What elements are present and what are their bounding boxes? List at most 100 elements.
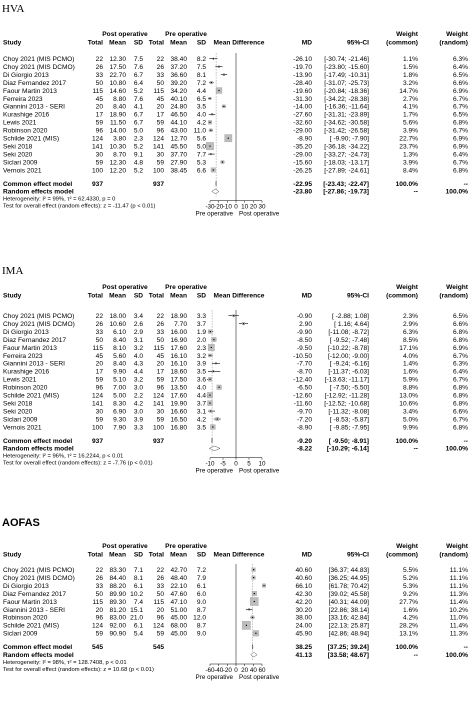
- header-pre-operative: Pre operative: [165, 543, 207, 550]
- random-effects-label: Random effects model: [3, 189, 74, 196]
- pre-total: 115: [153, 599, 164, 606]
- md-value: -19.70: [293, 64, 312, 71]
- study-name: Di Giorgio 2013: [3, 72, 49, 79]
- weight-common: 1.1%: [403, 56, 418, 63]
- post-total: 17: [96, 112, 104, 119]
- md-value: -8.90: [297, 136, 312, 143]
- weight-random: 11.4%: [450, 623, 468, 630]
- weight-common: 17.1%: [399, 345, 418, 352]
- post-total: 59: [96, 416, 104, 423]
- md-value: -19.60: [293, 88, 312, 95]
- pre-total: 30: [157, 151, 165, 158]
- header-post-operative: Post operative: [102, 543, 148, 550]
- post-total: 50: [96, 337, 104, 344]
- post-total: 100: [92, 167, 103, 174]
- study-name: Vernois 2021: [3, 167, 42, 174]
- md-value: 40.60: [295, 575, 312, 582]
- ci-value: [-31.31; -23.89]: [324, 112, 369, 119]
- md-value: -31.30: [293, 96, 312, 103]
- header-common: (common): [386, 293, 418, 300]
- study-point: [251, 616, 254, 618]
- pre-mean: 22.10: [170, 583, 187, 590]
- md-value: -32.60: [293, 120, 312, 127]
- post-mean: 6.90: [113, 408, 126, 415]
- md-value: -7.20: [297, 416, 312, 423]
- study-name: Kurashige 2016: [3, 369, 50, 376]
- study-point: [216, 418, 218, 420]
- ci-value: [39.02; 45.58]: [329, 591, 369, 598]
- md-value: -29.00: [293, 151, 312, 158]
- study-name: Robinson 2020: [3, 385, 48, 392]
- study-point: [210, 129, 212, 131]
- study-point: [209, 97, 211, 100]
- common-md: -22.95: [293, 181, 312, 188]
- weight-random: 6.7%: [453, 377, 468, 384]
- axis-label-left: Pre operative: [196, 211, 234, 218]
- header-md: MD: [302, 40, 312, 47]
- weight-common: 4.2%: [403, 615, 418, 622]
- pre-total: 115: [153, 88, 164, 95]
- pre-total: 100: [153, 167, 164, 174]
- weight-random: 6.4%: [453, 369, 468, 376]
- weight-random: 6.7%: [453, 128, 468, 135]
- pre-total: 59: [157, 159, 165, 166]
- pre-sd: 8.1: [197, 72, 206, 79]
- md-value: -10.50: [293, 353, 312, 360]
- post-total: 30: [96, 408, 104, 415]
- study-point: [212, 426, 214, 428]
- pre-sd: 6.5: [197, 96, 206, 103]
- post-mean: 12.20: [109, 167, 126, 174]
- post-sd: 7.1: [134, 567, 143, 574]
- post-sd: 2.6: [134, 321, 143, 328]
- weight-common: 1.3%: [403, 151, 418, 158]
- pre-total: 45: [157, 96, 165, 103]
- common-effect-label: Common effect model: [3, 644, 72, 651]
- md-value: -26.25: [293, 167, 312, 174]
- weight-common: 3.9%: [403, 159, 418, 166]
- ci-value: [-27.89; -24.61]: [324, 167, 369, 174]
- post-total: 100: [92, 424, 103, 431]
- x-tick-label: 10: [258, 461, 266, 468]
- pre-total: 96: [157, 615, 165, 622]
- study-name: Robinson 2020: [3, 128, 48, 135]
- pre-sd: 8.2: [197, 56, 206, 63]
- weight-random: 6.7%: [453, 96, 468, 103]
- weight-random: 6.8%: [453, 337, 468, 344]
- post-sd: 6.7: [134, 72, 143, 79]
- common-weight-common: 100.0%: [396, 181, 419, 188]
- common-weight-random: --: [464, 181, 468, 188]
- weight-random: 6.6%: [453, 321, 468, 328]
- pre-total: 59: [157, 377, 165, 384]
- pre-sd: 4.2: [197, 416, 206, 423]
- pre-mean: 47.10: [170, 599, 187, 606]
- common-pre-total: 545: [153, 644, 164, 651]
- ci-value: [-11.08; -8.72]: [328, 329, 369, 336]
- study-point: [212, 370, 214, 372]
- post-total: 96: [96, 128, 104, 135]
- pre-mean: 45.00: [170, 631, 187, 638]
- md-value: -11.60: [294, 400, 313, 407]
- weight-common: 5.3%: [403, 583, 418, 590]
- x-tick-label: -30: [205, 204, 215, 211]
- md-value: 66.10: [295, 583, 312, 590]
- x-tick-label: 0: [234, 667, 238, 674]
- pre-total: 124: [153, 393, 164, 400]
- post-mean: 8.40: [113, 361, 126, 368]
- heterogeneity-text: Heterogeneity: I² = 99%, τ² = 62.4330, p…: [3, 197, 115, 203]
- study-name: Seki 2018: [3, 400, 33, 407]
- ci-value: [ 1.16; 4.64]: [334, 321, 369, 328]
- pre-total: 124: [153, 623, 164, 630]
- pre-mean: 45.50: [170, 143, 187, 150]
- header-weight-common: Weight: [396, 284, 419, 291]
- study-point: [210, 346, 212, 349]
- post-mean: 7.00: [113, 385, 126, 392]
- pre-total: 20: [157, 104, 165, 111]
- ci-value: [-12.52; -10.68]: [324, 400, 369, 407]
- x-tick-label: 20: [241, 667, 249, 674]
- post-sd: 21.0: [130, 615, 143, 622]
- pre-mean: 45.00: [170, 615, 187, 622]
- study-point: [223, 105, 225, 107]
- overall-effect-text: Test for overall effect (random effects)…: [3, 204, 155, 210]
- x-tick-label: 20: [250, 204, 258, 211]
- md-value: -8.70: [297, 369, 312, 376]
